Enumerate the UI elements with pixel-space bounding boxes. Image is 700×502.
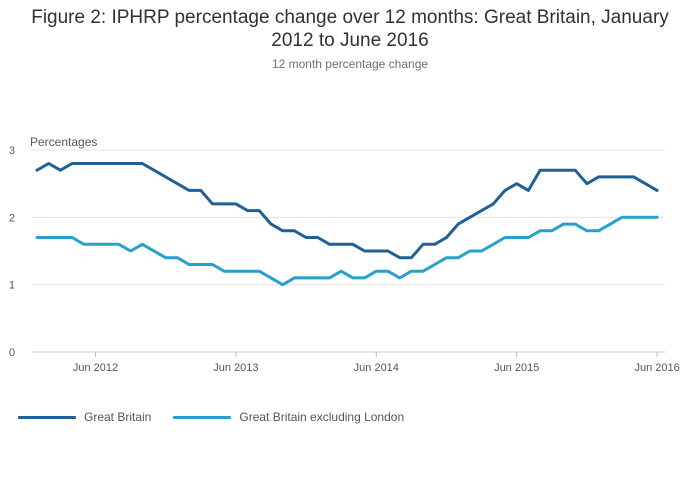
chart-title-line-1: Figure 2: IPHRP percentage change over 1…	[31, 7, 669, 28]
series-line-great-britain	[35, 162, 659, 260]
x-tick-label-1: Jun 2013	[213, 362, 258, 374]
y-tick-label-1: 1	[9, 280, 15, 292]
legend-item-great-britain[interactable]: Great Britain	[18, 410, 151, 424]
x-tick-label-3: Jun 2015	[494, 362, 539, 374]
legend-label-gb-excluding-london: Great Britain excluding London	[239, 410, 405, 424]
legend-swatch-great-britain	[18, 415, 76, 419]
legend-item-gb-excluding-london[interactable]: Great Britain excluding London	[173, 410, 404, 424]
chart-title: Figure 2: IPHRP percentage change over 1…	[0, 6, 700, 52]
legend-swatch-gb-excluding-london	[173, 415, 232, 419]
line-chart: 0 1 2 3 Percentages Jun 2012 Jun 2013 Jun 2014 J…	[9, 135, 680, 374]
x-tick-label-0: Jun 2012	[73, 362, 118, 374]
chart-title-line-2: 2012 to June 2016	[271, 30, 429, 51]
y-axis-label: Percentages	[30, 135, 97, 149]
legend-label-great-britain: Great Britain	[84, 410, 152, 424]
x-tick-label-4: Jun 2016	[634, 362, 679, 374]
chart-subtitle: 12 month percentage change	[271, 57, 429, 71]
y-tick-label-3: 3	[9, 145, 15, 157]
x-tick-label-2: Jun 2014	[354, 362, 399, 374]
series-line-gb-excluding-london	[35, 215, 659, 287]
y-tick-label-0: 0	[9, 347, 15, 359]
y-tick-label-2: 2	[9, 212, 15, 224]
legend: Great Britain Great Britain excluding Lo…	[18, 408, 426, 426]
